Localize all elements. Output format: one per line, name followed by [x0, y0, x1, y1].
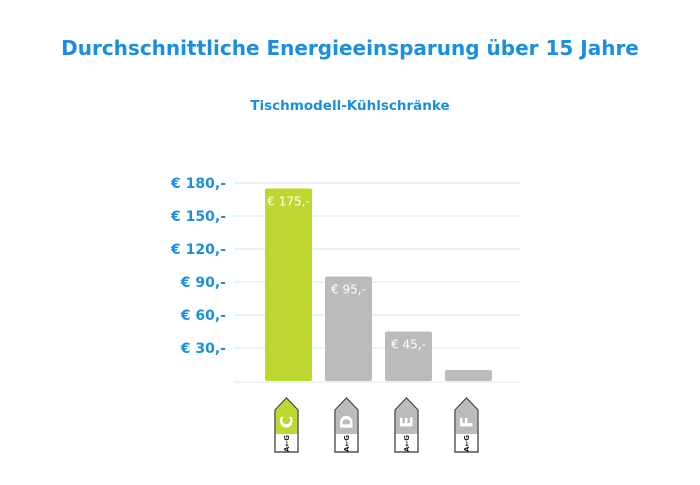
energy-scale-text: A←G: [463, 435, 471, 452]
label-fill: [395, 398, 418, 434]
energy-scale-text: A←G: [283, 435, 291, 452]
label-fill: [275, 398, 298, 434]
bar-F: [445, 370, 492, 381]
energy-scale-text: A←G: [343, 435, 351, 452]
label-fill: [335, 398, 358, 434]
bar-E: [385, 331, 432, 381]
energy-class-letter: D: [338, 415, 358, 429]
energy-class-letter: C: [278, 416, 298, 428]
data-label: € 95,-: [331, 283, 366, 297]
y-tick-label: € 90,-: [180, 275, 226, 291]
y-tick-label: € 180,-: [170, 176, 226, 192]
energy-class-D-icon: D A←G: [334, 397, 359, 453]
energy-class-letter: F: [458, 416, 478, 428]
y-tick-label: € 30,-: [180, 341, 226, 357]
data-label: € 175,-: [267, 195, 310, 209]
energy-class-F-icon: F A←G: [454, 397, 479, 453]
chart-subtitle: Tischmodell-Kühlschränke: [250, 98, 450, 114]
y-tick-label: € 60,-: [180, 308, 226, 324]
y-tick-label: € 120,-: [170, 242, 226, 258]
bar-D: [325, 276, 372, 381]
chart-title: Durchschnittliche Energieeinsparung über…: [61, 36, 639, 60]
y-tick-label: € 150,-: [170, 209, 226, 225]
energy-class-letter: E: [398, 416, 418, 428]
energy-class-C-icon: C A←G: [274, 397, 299, 453]
energy-class-E-icon: E A←G: [394, 397, 419, 453]
bar-C: [265, 188, 312, 381]
data-label: € 45,-: [391, 338, 426, 352]
label-fill: [455, 398, 478, 434]
energy-scale-text: A←G: [403, 435, 411, 452]
